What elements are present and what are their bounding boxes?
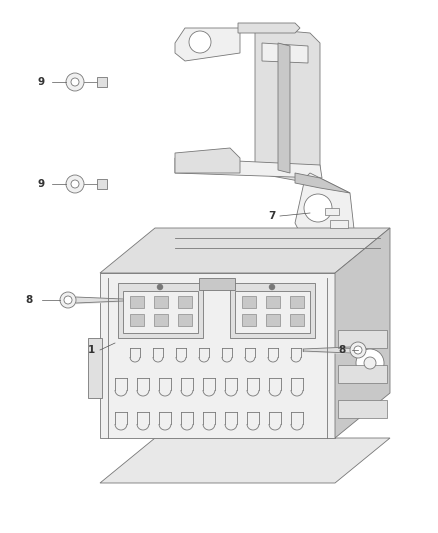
Bar <box>325 208 339 215</box>
Circle shape <box>189 31 211 53</box>
Polygon shape <box>199 278 235 290</box>
Polygon shape <box>175 148 240 173</box>
Text: 7: 7 <box>268 211 276 221</box>
Polygon shape <box>123 291 198 333</box>
Text: 9: 9 <box>38 179 45 189</box>
Bar <box>242 296 256 308</box>
Circle shape <box>304 194 332 222</box>
Bar <box>88 338 102 398</box>
Polygon shape <box>335 228 390 438</box>
Bar <box>338 400 387 418</box>
Polygon shape <box>118 283 203 338</box>
Polygon shape <box>100 438 390 483</box>
Text: 8: 8 <box>338 345 345 355</box>
Circle shape <box>350 342 366 358</box>
Circle shape <box>71 180 79 188</box>
Circle shape <box>269 284 275 290</box>
Text: 8: 8 <box>25 295 32 305</box>
Circle shape <box>66 175 84 193</box>
Bar <box>130 314 144 326</box>
Circle shape <box>71 78 79 86</box>
Bar <box>242 314 256 326</box>
Bar <box>97 77 107 87</box>
Bar <box>338 365 387 383</box>
Bar <box>154 314 168 326</box>
Circle shape <box>157 284 163 290</box>
Polygon shape <box>230 283 315 338</box>
Polygon shape <box>262 43 308 63</box>
Circle shape <box>364 357 376 369</box>
Polygon shape <box>255 28 320 183</box>
Bar <box>154 296 168 308</box>
Bar <box>338 330 387 348</box>
Polygon shape <box>235 291 310 333</box>
Polygon shape <box>100 228 390 273</box>
Polygon shape <box>238 23 300 33</box>
Polygon shape <box>100 273 335 438</box>
Circle shape <box>354 346 362 354</box>
Bar <box>130 296 144 308</box>
Circle shape <box>64 296 72 304</box>
Bar <box>97 179 107 189</box>
Bar <box>290 314 304 326</box>
Polygon shape <box>295 173 350 193</box>
Circle shape <box>60 292 76 308</box>
Bar <box>330 220 348 228</box>
Text: 1: 1 <box>88 345 95 355</box>
Circle shape <box>66 73 84 91</box>
Bar <box>178 296 192 308</box>
Bar <box>290 296 304 308</box>
Text: 9: 9 <box>38 77 45 87</box>
Polygon shape <box>295 173 355 243</box>
Polygon shape <box>175 158 322 178</box>
Polygon shape <box>278 43 290 173</box>
Bar <box>266 314 280 326</box>
Circle shape <box>356 349 384 377</box>
Bar <box>178 314 192 326</box>
Bar <box>266 296 280 308</box>
Polygon shape <box>175 28 240 61</box>
